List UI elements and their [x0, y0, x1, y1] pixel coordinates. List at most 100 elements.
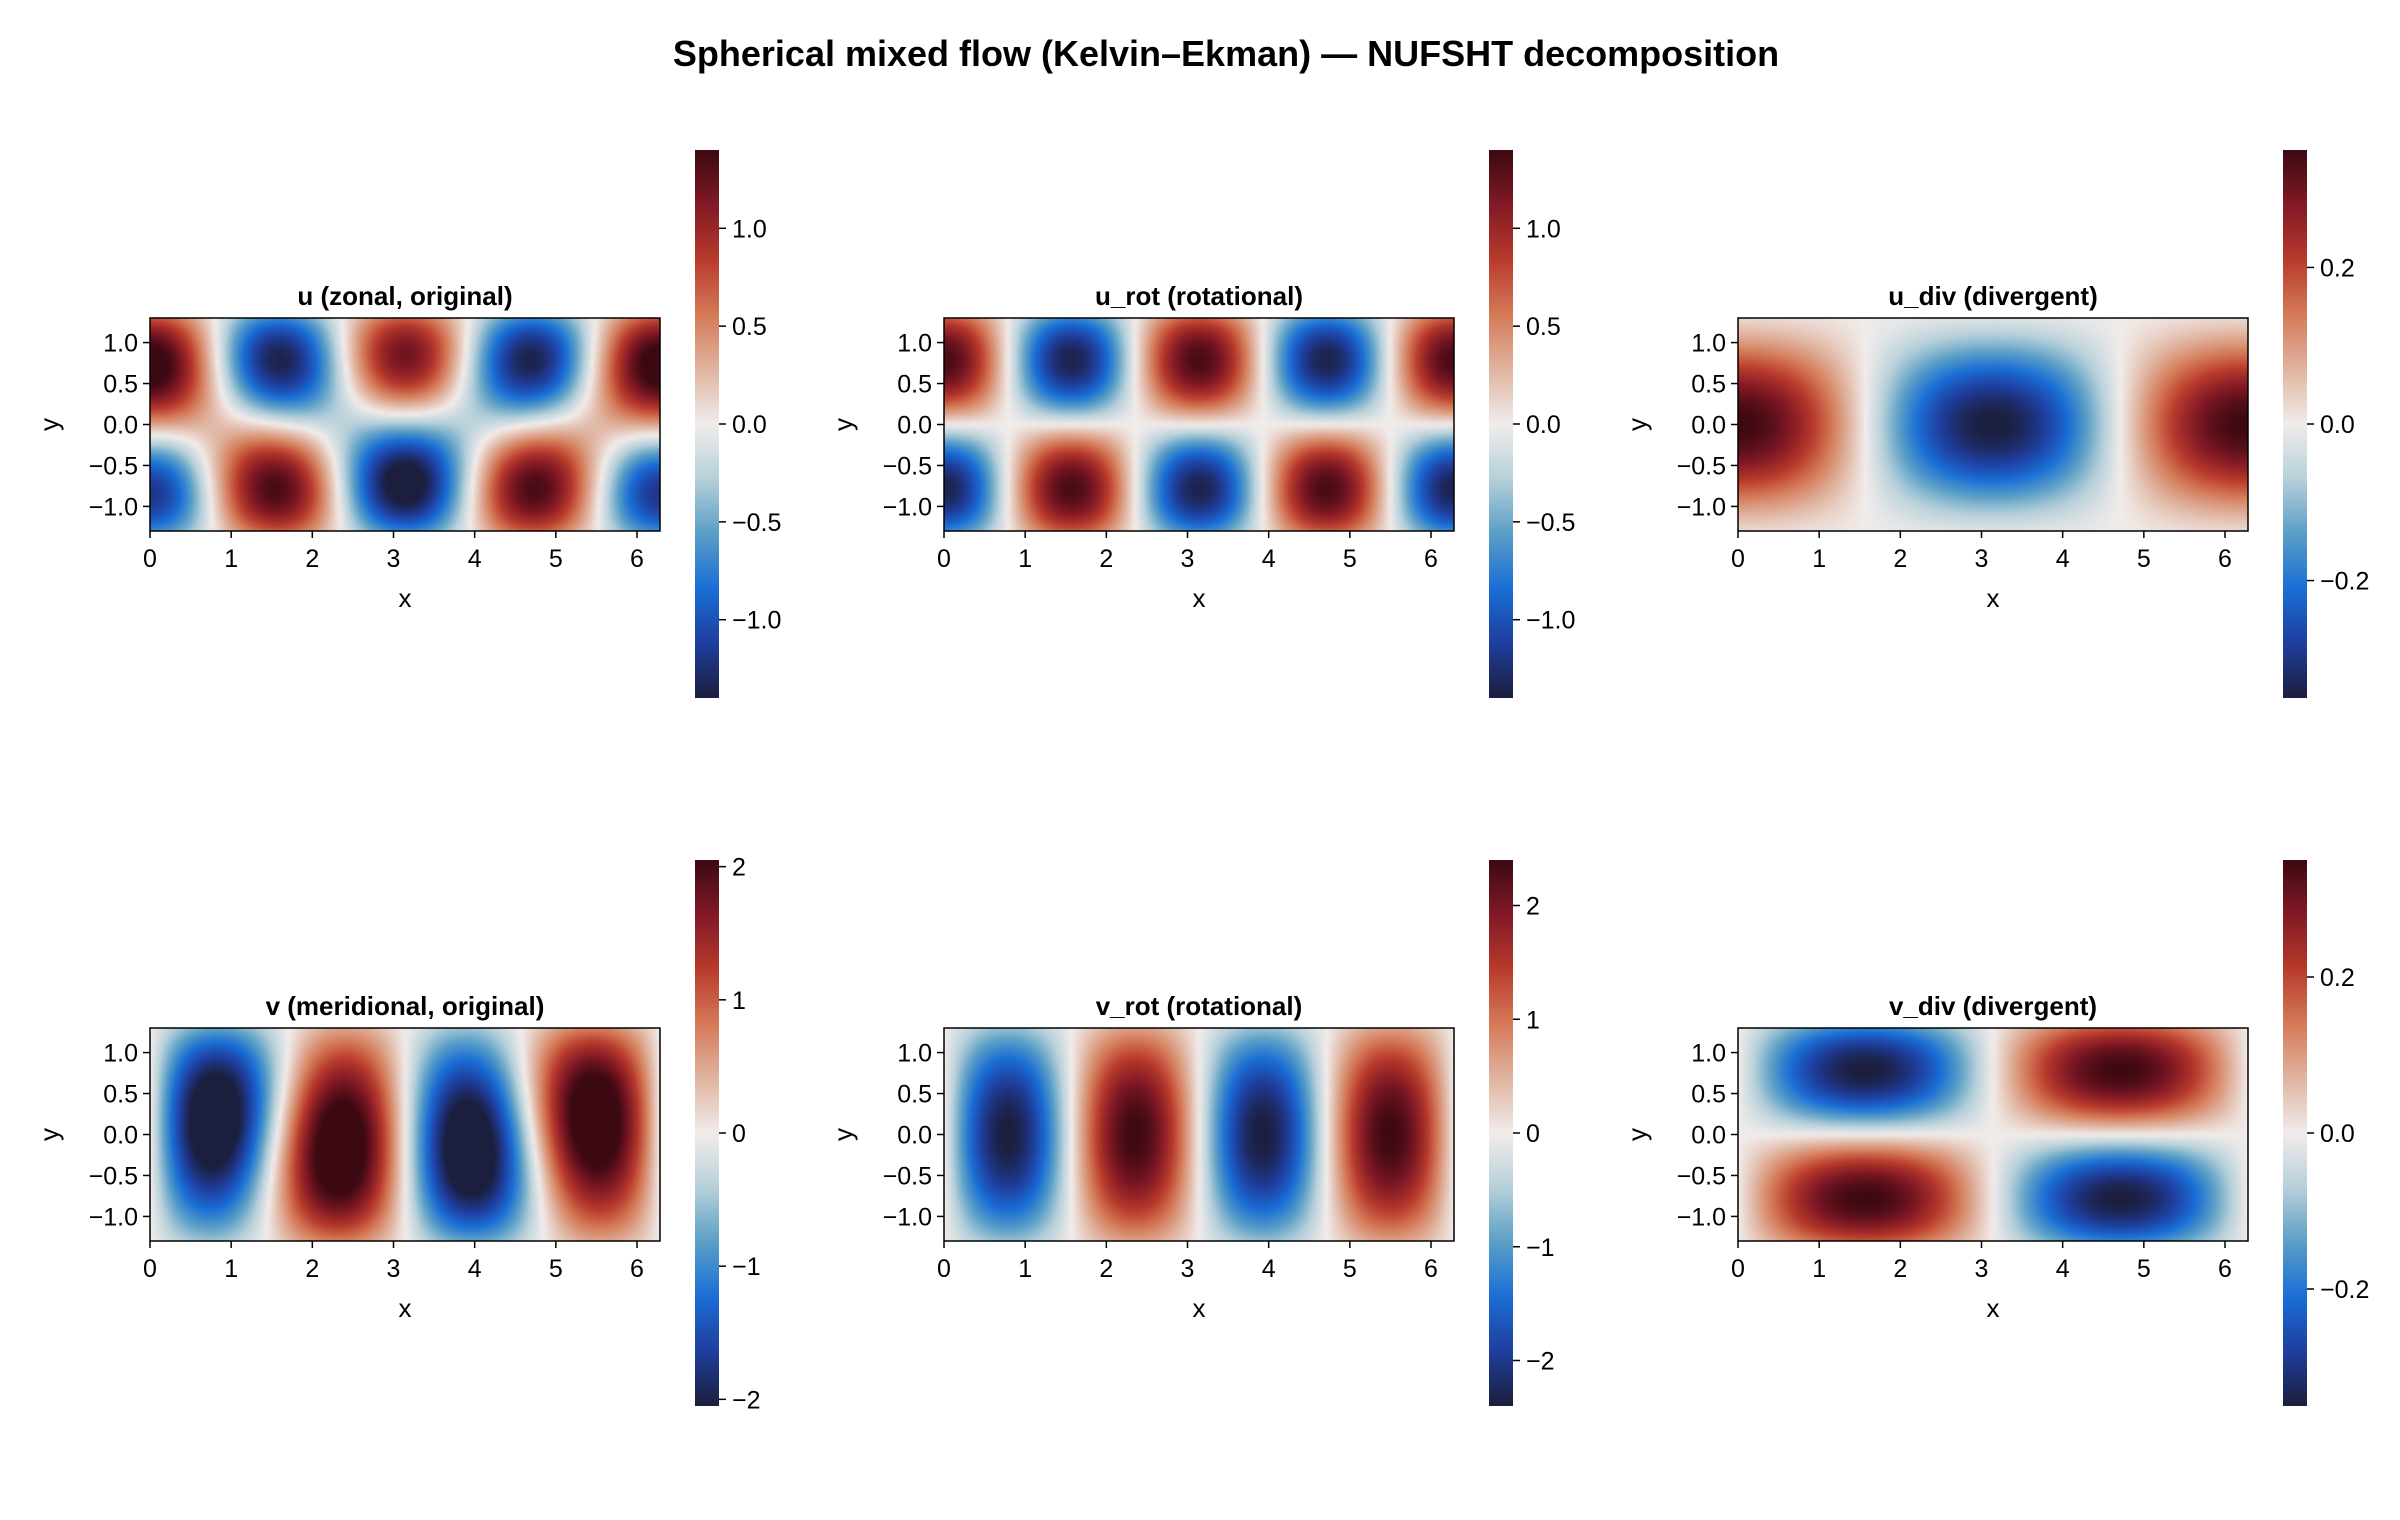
colorbar-tick-label: −0.5 — [1526, 509, 1575, 537]
y-axis-label: y — [34, 418, 64, 431]
heatmap-u-rot — [944, 318, 1454, 531]
x-tick-label: 1 — [1812, 545, 1826, 573]
y-tick-label: −1.0 — [883, 493, 932, 521]
x-tick-label: 2 — [305, 545, 319, 573]
x-tick-label: 0 — [1731, 1255, 1745, 1283]
x-axis-label: x — [1987, 583, 2000, 613]
colorbar-tick-label: 2 — [732, 854, 746, 882]
y-tick-label: 1.0 — [103, 1040, 138, 1068]
panel-title: u_div (divergent) — [1888, 281, 2097, 311]
colorbar-tick-label: 1 — [1526, 1006, 1540, 1034]
y-tick-label: −1.0 — [89, 493, 138, 521]
x-tick-label: 3 — [387, 545, 401, 573]
y-tick-label: −1.0 — [89, 1203, 138, 1231]
x-tick-label: 6 — [1424, 545, 1438, 573]
x-tick-label: 5 — [1343, 545, 1357, 573]
panel-v-rot: v_rot (rotational) 0 1 2 3 4 5 6 1.0 0.5 0.0 −0.5 −1… — [828, 860, 1555, 1406]
colorbar — [2283, 150, 2307, 698]
x-tick-label: 0 — [143, 1255, 157, 1283]
colorbar-tick-label: 0 — [732, 1120, 746, 1148]
colorbar-tick-label: 0.0 — [2320, 411, 2355, 439]
y-tick-label: −1.0 — [1677, 1203, 1726, 1231]
colorbar-tick-label: −1.0 — [732, 607, 781, 635]
panel-u-rot: u_rot (rotational) 0 1 2 3 4 5 6 1.0 0.5 0.0 −0.5 −1… — [828, 150, 1575, 698]
y-tick-label: 0.0 — [1691, 1122, 1726, 1150]
x-tick-label: 4 — [468, 1255, 482, 1283]
x-tick-label: 2 — [1893, 545, 1907, 573]
colorbar-tick-label: 0.0 — [1526, 411, 1561, 439]
colorbar — [1489, 860, 1513, 1406]
x-tick-label: 6 — [2218, 545, 2232, 573]
x-tick-label: 5 — [549, 1255, 563, 1283]
x-tick-label: 4 — [2056, 1255, 2070, 1283]
panel-u-div: u_div (divergent) 0 1 2 3 4 5 6 1.0 0.5 0.0 −0.5 −1.… — [1622, 150, 2369, 698]
x-tick-label: 1 — [1812, 1255, 1826, 1283]
y-tick-label: 0.5 — [1691, 1081, 1726, 1109]
panel-v: v (meridional, original) 0 1 2 3 4 5 6 1.0 0.5 0.0… — [34, 854, 761, 1415]
x-axis-label: x — [399, 1293, 412, 1323]
y-tick-label: 0.0 — [1691, 412, 1726, 440]
colorbar — [2283, 860, 2307, 1406]
y-tick-label: −0.5 — [1677, 452, 1726, 480]
x-tick-label: 3 — [387, 1255, 401, 1283]
y-tick-label: 1.0 — [1691, 330, 1726, 358]
x-tick-label: 6 — [630, 1255, 644, 1283]
y-tick-label: 0.0 — [897, 412, 932, 440]
panel-title: v (meridional, original) — [266, 991, 545, 1021]
y-tick-label: 1.0 — [103, 330, 138, 358]
y-tick-label: 0.0 — [897, 1122, 932, 1150]
y-tick-label: 0.5 — [897, 371, 932, 399]
panel-v-div: v_div (divergent) 0 1 2 3 4 5 6 1.0 0.5 0.0 −0.5 −1.… — [1622, 860, 2369, 1406]
y-axis-label: y — [828, 1128, 858, 1141]
x-tick-label: 0 — [937, 545, 951, 573]
y-axis-label: y — [1622, 418, 1652, 431]
colorbar-tick-label: 0.0 — [2320, 1120, 2355, 1148]
heatmap-v — [150, 1028, 660, 1241]
panels-group: u (zonal, original) 0 1 2 3 4 5 6 1.0 0.5 0.0 −0.5 −… — [34, 150, 2369, 1414]
x-tick-label: 2 — [1099, 1255, 1113, 1283]
heatmap-v-rot — [944, 1028, 1454, 1241]
x-tick-label: 5 — [2137, 545, 2151, 573]
x-tick-label: 3 — [1181, 1255, 1195, 1283]
x-tick-label: 4 — [468, 545, 482, 573]
y-tick-label: 1.0 — [1691, 1040, 1726, 1068]
colorbar — [695, 860, 719, 1406]
y-tick-label: 0.5 — [103, 371, 138, 399]
panel-u: u (zonal, original) 0 1 2 3 4 5 6 1.0 0.5 0.0 −0.5 −… — [34, 150, 781, 698]
colorbar-tick-label: 1.0 — [732, 215, 767, 243]
colorbar-tick-label: −0.5 — [732, 509, 781, 537]
y-tick-label: −1.0 — [883, 1203, 932, 1231]
x-tick-label: 6 — [1424, 1255, 1438, 1283]
x-axis-label: x — [1193, 583, 1206, 613]
y-tick-label: −0.5 — [883, 452, 932, 480]
colorbar-tick-label: −0.2 — [2320, 1276, 2369, 1304]
colorbar-tick-label: 0.2 — [2320, 964, 2355, 992]
x-tick-label: 1 — [1018, 1255, 1032, 1283]
y-axis-label: y — [1622, 1128, 1652, 1141]
panel-title: v_rot (rotational) — [1096, 991, 1303, 1021]
colorbar-tick-label: 0.0 — [732, 411, 767, 439]
x-tick-label: 3 — [1181, 545, 1195, 573]
colorbar — [695, 150, 719, 698]
y-tick-label: 0.5 — [897, 1081, 932, 1109]
colorbar — [1489, 150, 1513, 698]
x-tick-label: 1 — [224, 1255, 238, 1283]
x-tick-label: 6 — [2218, 1255, 2232, 1283]
x-tick-label: 6 — [630, 545, 644, 573]
x-axis-label: x — [1987, 1293, 2000, 1323]
panel-title: u (zonal, original) — [297, 281, 512, 311]
colorbar-tick-label: −1 — [1526, 1234, 1555, 1262]
y-tick-label: −0.5 — [1677, 1162, 1726, 1190]
x-tick-label: 0 — [1731, 545, 1745, 573]
heatmap-u-div — [1738, 318, 2248, 531]
colorbar-tick-label: 0.5 — [1526, 313, 1561, 341]
x-axis-label: x — [1193, 1293, 1206, 1323]
heatmap-u — [150, 318, 660, 531]
y-tick-label: −0.5 — [89, 1162, 138, 1190]
colorbar-tick-label: −1.0 — [1526, 607, 1575, 635]
colorbar-tick-label: −1 — [732, 1253, 761, 1281]
x-tick-label: 2 — [305, 1255, 319, 1283]
colorbar-tick-label: 1.0 — [1526, 215, 1561, 243]
y-tick-label: 0.0 — [103, 1122, 138, 1150]
